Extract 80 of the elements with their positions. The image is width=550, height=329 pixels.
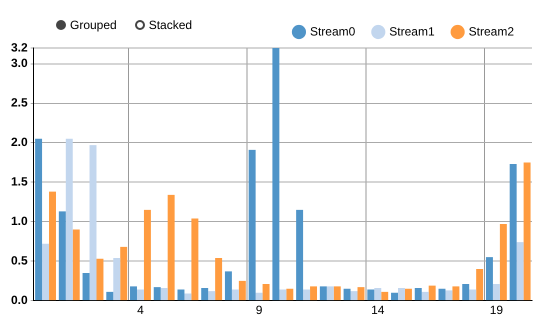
bar: [96, 258, 104, 300]
bar: [320, 286, 327, 300]
bar: [452, 286, 460, 300]
bar: [238, 280, 246, 300]
bar: [58, 211, 66, 300]
y-tick-label: 3.0: [10, 56, 28, 70]
bar: [358, 287, 364, 300]
bar: [398, 288, 405, 300]
bar: [232, 290, 239, 300]
bar: [136, 290, 144, 300]
bar: [303, 290, 310, 300]
legend-label: Stream0: [310, 24, 356, 38]
bar: [208, 291, 216, 300]
bar: [296, 210, 304, 300]
bar: [438, 288, 446, 300]
bar: [113, 258, 120, 300]
bar: [106, 292, 114, 300]
bar: [201, 288, 208, 300]
bar: [82, 272, 90, 300]
y-tick-label: 2.0: [10, 135, 28, 150]
y-tick-label: 1.0: [10, 214, 28, 228]
bar: [524, 162, 531, 300]
bar: [350, 291, 358, 300]
y-tick-label: 0.0: [10, 292, 28, 307]
x-tick-label: 19: [490, 303, 504, 318]
bar: [90, 145, 96, 300]
y-tick-label: 1.5: [10, 174, 28, 189]
bar: [469, 290, 476, 300]
y-tick-label: 0.5: [10, 253, 28, 268]
x-tick-label: 14: [371, 303, 385, 318]
y-tick-label: 3.2: [10, 40, 28, 54]
bar: [272, 48, 280, 300]
bar: [516, 242, 524, 300]
bar: [215, 258, 222, 300]
bar: [42, 244, 50, 300]
bar: [248, 150, 256, 300]
bar: [367, 290, 374, 300]
bar: [492, 284, 500, 300]
bar: [177, 290, 184, 300]
bar: [184, 293, 192, 300]
bar: [286, 288, 294, 300]
bar: [510, 164, 517, 300]
bar: [144, 210, 151, 300]
bar: [500, 224, 507, 300]
bar: [374, 288, 382, 300]
bar: [391, 292, 398, 300]
bar: [334, 286, 341, 300]
bar: [120, 246, 128, 300]
x-tick-label: 9: [256, 303, 263, 318]
legend-label: Stream1: [389, 24, 435, 38]
bar: [49, 192, 56, 300]
bar: [154, 287, 161, 300]
bar: [414, 288, 422, 300]
bar: [256, 292, 263, 300]
bar: [168, 194, 175, 300]
bar: [35, 138, 42, 300]
text: Grouped: [70, 18, 117, 32]
bar: [462, 284, 470, 300]
bar: [445, 290, 452, 300]
bar: [381, 292, 388, 300]
bar: [160, 288, 168, 300]
bar: [476, 269, 484, 300]
bar: [326, 286, 334, 300]
bar: [72, 230, 80, 300]
bar: [191, 218, 198, 300]
x-tick-label: 4: [137, 303, 144, 318]
bar: [130, 286, 137, 300]
bar: [344, 288, 351, 300]
text: Stacked: [148, 18, 192, 32]
bar: [66, 138, 73, 300]
bar: [404, 288, 412, 300]
bar: [224, 271, 232, 300]
bar: [486, 257, 493, 300]
bar: [279, 290, 286, 300]
bar: [310, 286, 318, 300]
bar: [428, 286, 436, 300]
y-tick-label: 2.5: [10, 96, 28, 110]
bar: [262, 284, 270, 300]
bar: [422, 292, 429, 300]
legend-label: Stream2: [468, 24, 514, 38]
